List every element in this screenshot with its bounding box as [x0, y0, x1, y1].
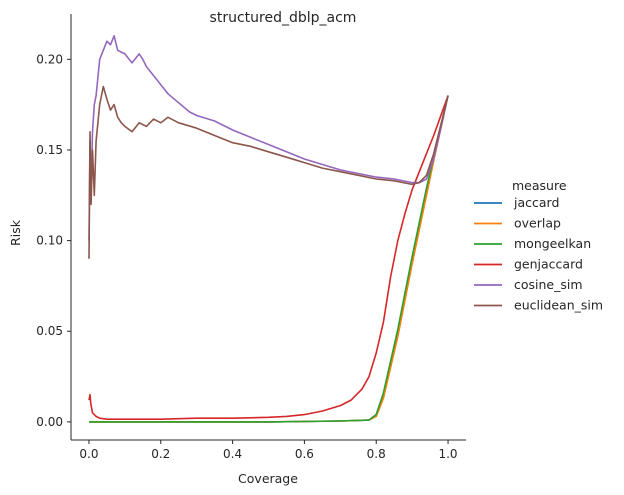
x-tick-label: 1.0	[438, 447, 457, 461]
series-line-genjaccard	[88, 95, 449, 420]
legend-label-mongeelkan: mongeelkan	[514, 236, 591, 251]
legend-label-jaccard: jaccard	[513, 195, 559, 210]
x-tick-label: 0.0	[79, 447, 98, 461]
legend-label-genjaccard: genjaccard	[514, 257, 583, 272]
axes-layer: 0.0 0.2 0.4 0.6 0.8 1.0 0.00 0.05 0.10 0.15 0.20	[36, 14, 466, 461]
legend-label-cosine-sim: cosine_sim	[514, 277, 583, 292]
series-line-mongeelkan	[89, 95, 449, 423]
legend: measure jaccard overlap mongeelkan genjacca…	[474, 178, 603, 313]
chart-title: structured_dblp_acm	[210, 10, 357, 26]
x-tick-label: 0.4	[223, 447, 242, 461]
y-tick-label: 0.00	[36, 415, 63, 429]
y-tick-label: 0.20	[36, 52, 63, 66]
series-line-euclidean-sim	[88, 85, 449, 259]
legend-label-euclidean-sim: euclidean_sim	[514, 298, 603, 313]
x-axis-label: Coverage	[238, 471, 298, 486]
x-tick-label: 0.8	[367, 447, 386, 461]
y-tick-label: 0.05	[36, 324, 63, 338]
y-tick-label: 0.10	[36, 234, 63, 248]
legend-title: measure	[512, 178, 567, 193]
series-line-cosine-sim	[88, 35, 449, 241]
y-axis-label: Risk	[8, 219, 23, 246]
series-layer	[88, 35, 449, 423]
y-tick-label: 0.15	[36, 143, 63, 157]
x-tick-label: 0.6	[295, 447, 314, 461]
x-tick-label: 0.2	[151, 447, 170, 461]
legend-label-overlap: overlap	[514, 216, 561, 231]
